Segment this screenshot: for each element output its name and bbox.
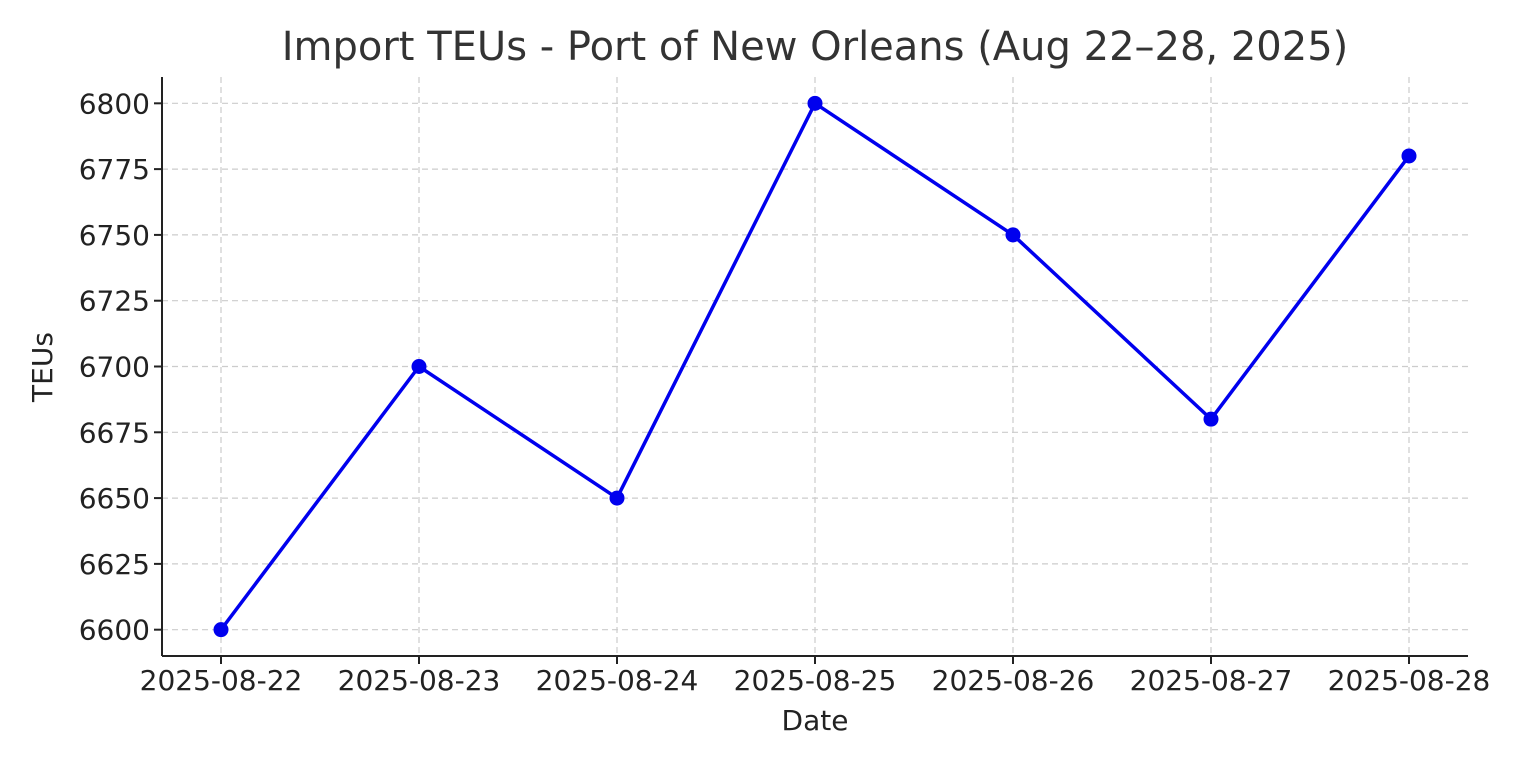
y-tick-label: 6750 [79, 219, 150, 252]
chart-title: Import TEUs - Port of New Orleans (Aug 2… [282, 24, 1349, 70]
data-point [1401, 148, 1417, 164]
x-tick-label: 2025-08-24 [536, 664, 699, 697]
y-tick-label: 6700 [79, 351, 150, 384]
x-tick-label: 2025-08-28 [1328, 664, 1491, 697]
x-tick-label: 2025-08-22 [140, 664, 303, 697]
data-point [1203, 411, 1219, 427]
series-layer [213, 95, 1417, 638]
x-tick-label: 2025-08-27 [1130, 664, 1293, 697]
x-tick-label: 2025-08-25 [734, 664, 897, 697]
y-tick-label: 6800 [79, 87, 150, 120]
ticks: 6600 6625 6650 6675 6700 6725 6750 6775 6800 2025… [79, 87, 1491, 697]
y-tick-label: 6625 [79, 548, 150, 581]
y-tick-label: 6650 [79, 482, 150, 515]
y-tick-label: 6675 [79, 416, 150, 449]
data-point [609, 490, 625, 506]
data-point [213, 622, 229, 638]
data-point [1005, 227, 1021, 243]
x-tick-label: 2025-08-23 [338, 664, 501, 697]
data-point [411, 359, 427, 374]
data-point [807, 95, 823, 111]
y-tick-label: 6775 [79, 153, 150, 186]
y-tick-label: 6725 [79, 285, 150, 318]
x-axis-label: Date [782, 704, 849, 737]
grid [162, 77, 1468, 656]
y-axis-label: TEUs [26, 332, 59, 403]
y-tick-label: 6600 [79, 614, 150, 647]
x-tick-label: 2025-08-26 [932, 664, 1095, 697]
